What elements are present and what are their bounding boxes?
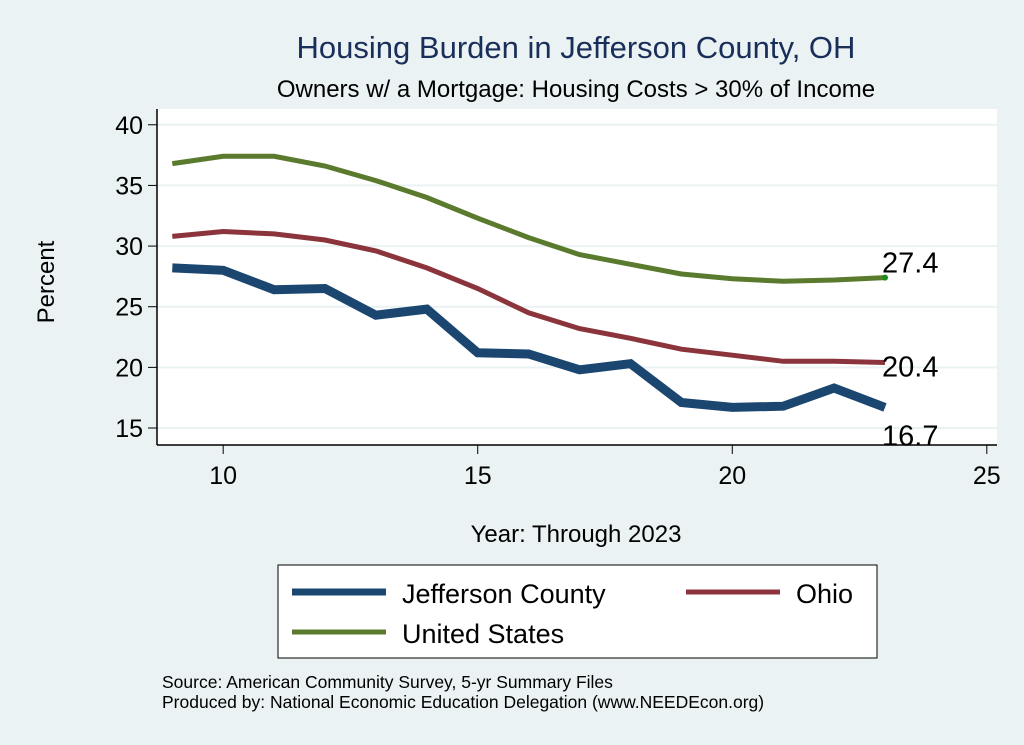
y-axis-title: Percent xyxy=(33,240,60,323)
legend-label-united-states: United States xyxy=(402,619,564,649)
end-label-united-states: 27.4 xyxy=(882,248,938,280)
y-tick-label-35: 35 xyxy=(115,172,143,200)
x-tick-label-25: 25 xyxy=(973,462,1001,490)
end-marker-united-states xyxy=(882,274,888,281)
series-line-jefferson-county xyxy=(172,263,887,412)
x-tick-label-10: 10 xyxy=(209,462,237,490)
chart-title: Housing Burden in Jefferson County, OH xyxy=(297,30,856,65)
series-line-united-states xyxy=(171,153,886,284)
end-label-ohio: 20.4 xyxy=(882,352,938,384)
series-lines xyxy=(171,153,888,412)
x-axis-title: Year: Through 2023 xyxy=(471,521,682,548)
series-line-ohio xyxy=(172,228,886,365)
x-tick-label-15: 15 xyxy=(464,462,492,490)
legend-label-jefferson-county: Jefferson County xyxy=(402,579,606,609)
chart-subtitle: Owners w/ a Mortgage: Housing Costs > 30… xyxy=(277,76,875,103)
producer-note: Produced by: National Economic Education… xyxy=(162,692,764,712)
y-tick-label-30: 30 xyxy=(115,233,143,261)
legend-label-ohio: Ohio xyxy=(796,579,853,609)
legend-box xyxy=(277,564,878,659)
end-label-jefferson-county: 16.7 xyxy=(882,420,938,452)
legend: Jefferson County Ohio United States xyxy=(277,564,878,659)
y-tick-label-20: 20 xyxy=(115,354,143,382)
source-note: Source: American Community Survey, 5-yr … xyxy=(162,672,613,692)
x-tick-label-20: 20 xyxy=(718,462,746,490)
y-tick-label-40: 40 xyxy=(115,112,143,140)
y-tick-label-25: 25 xyxy=(115,294,143,322)
axes: 15 20 25 30 35 40 10 15 20 25 xyxy=(115,109,1001,490)
end-labels: 27.4 20.4 16.7 xyxy=(882,248,938,453)
y-tick-label-15: 15 xyxy=(115,415,143,443)
